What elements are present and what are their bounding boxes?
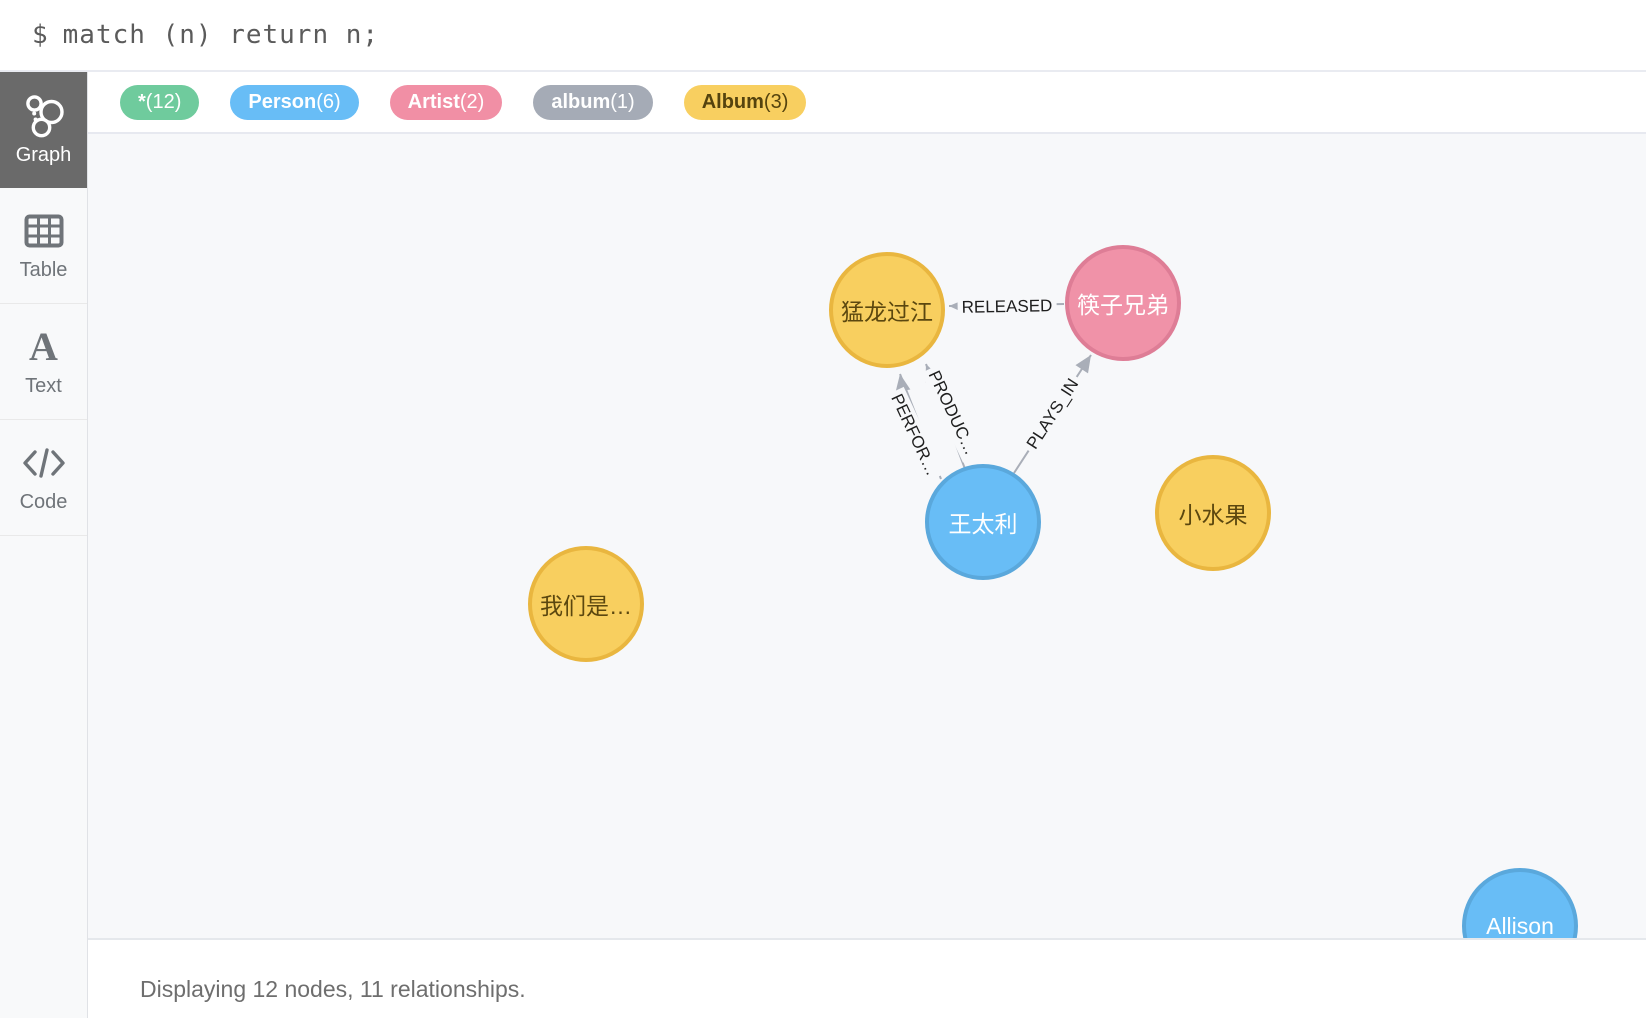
tab-graph[interactable]: Graph	[0, 72, 87, 188]
relationship-arrowhead	[1075, 355, 1091, 374]
query-prompt: $	[32, 20, 49, 50]
graph-icon	[21, 94, 67, 138]
legend-row: * (12) Person (6) Artist (2) album (1) Album (3)	[88, 72, 1646, 134]
graph-node-menglongguojiang[interactable]: 猛龙过江	[829, 252, 945, 368]
tab-text-label: Text	[25, 375, 62, 397]
code-icon	[22, 441, 66, 485]
legend-pill-artist[interactable]: Artist (2)	[389, 84, 503, 120]
relationship-label-released[interactable]: RELEASED	[957, 295, 1057, 319]
graph-node-womenshi[interactable]: 我们是…	[528, 546, 644, 662]
tab-graph-label: Graph	[15, 143, 72, 166]
graph-canvas[interactable]: RELEASED PERFOR… PRODUC… PLAYS_IN 猛龙过江 筷子兄弟 王太…	[88, 134, 1646, 940]
query-text: match (n) return n;	[62, 20, 380, 50]
frame-body: Graph Table A Text	[0, 72, 1646, 1018]
relationship-arrowhead	[895, 374, 911, 393]
legend-pill-album[interactable]: album (1)	[533, 84, 653, 120]
text-icon: A	[29, 324, 58, 369]
status-text: Displaying 12 nodes, 11 relationships.	[140, 976, 526, 1002]
graph-node-kuaizixiongdi[interactable]: 筷子兄弟	[1065, 245, 1181, 361]
legend-pill-person[interactable]: Person (6)	[230, 84, 359, 120]
legend-pill-album[interactable]: Album (3)	[683, 84, 807, 120]
tab-text[interactable]: A Text	[0, 304, 87, 420]
view-switcher-sidebar: Graph Table A Text	[0, 72, 88, 1018]
table-icon	[24, 209, 64, 253]
tab-code-label: Code	[19, 491, 68, 513]
legend-pill-star[interactable]: * (12)	[120, 84, 200, 120]
status-bar: Displaying 12 nodes, 11 relationships.	[88, 940, 1646, 1018]
tab-code[interactable]: Code	[0, 420, 87, 536]
tab-table[interactable]: Table	[0, 188, 87, 304]
graph-node-wangtaili[interactable]: 王太利	[925, 464, 1041, 580]
query-bar[interactable]: $ match (n) return n;	[0, 0, 1646, 72]
graph-node-xiaoshuiguo[interactable]: 小水果	[1155, 455, 1271, 571]
tab-table-label: Table	[19, 259, 68, 281]
result-main: * (12) Person (6) Artist (2) album (1) Album (3) …	[88, 72, 1646, 1018]
